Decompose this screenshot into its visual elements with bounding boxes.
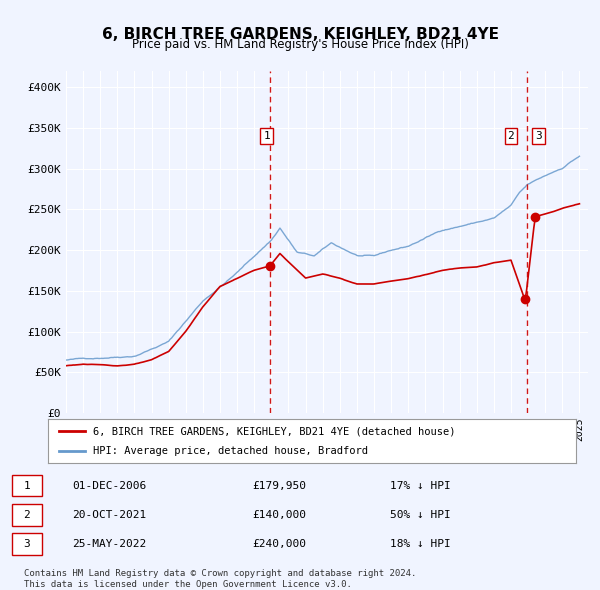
FancyBboxPatch shape [12, 504, 42, 526]
Text: 20-OCT-2021: 20-OCT-2021 [72, 510, 146, 520]
Text: 6, BIRCH TREE GARDENS, KEIGHLEY, BD21 4YE: 6, BIRCH TREE GARDENS, KEIGHLEY, BD21 4Y… [101, 27, 499, 41]
Text: 1: 1 [23, 480, 31, 490]
Text: £179,950: £179,950 [252, 480, 306, 490]
Text: Contains HM Land Registry data © Crown copyright and database right 2024.
This d: Contains HM Land Registry data © Crown c… [24, 569, 416, 589]
Text: £140,000: £140,000 [252, 510, 306, 520]
Text: 2: 2 [23, 510, 31, 520]
Text: 3: 3 [23, 539, 31, 549]
Text: 50% ↓ HPI: 50% ↓ HPI [390, 510, 451, 520]
Text: 25-MAY-2022: 25-MAY-2022 [72, 539, 146, 549]
Text: 01-DEC-2006: 01-DEC-2006 [72, 480, 146, 490]
Text: 3: 3 [535, 131, 542, 141]
Text: Price paid vs. HM Land Registry's House Price Index (HPI): Price paid vs. HM Land Registry's House … [131, 38, 469, 51]
FancyBboxPatch shape [12, 533, 42, 555]
Text: 2: 2 [508, 131, 514, 141]
Text: 6, BIRCH TREE GARDENS, KEIGHLEY, BD21 4YE (detached house): 6, BIRCH TREE GARDENS, KEIGHLEY, BD21 4Y… [93, 427, 455, 436]
Text: 1: 1 [263, 131, 270, 141]
Text: 18% ↓ HPI: 18% ↓ HPI [390, 539, 451, 549]
FancyBboxPatch shape [12, 474, 42, 497]
Text: £240,000: £240,000 [252, 539, 306, 549]
Text: HPI: Average price, detached house, Bradford: HPI: Average price, detached house, Brad… [93, 446, 368, 455]
Text: 17% ↓ HPI: 17% ↓ HPI [390, 480, 451, 490]
